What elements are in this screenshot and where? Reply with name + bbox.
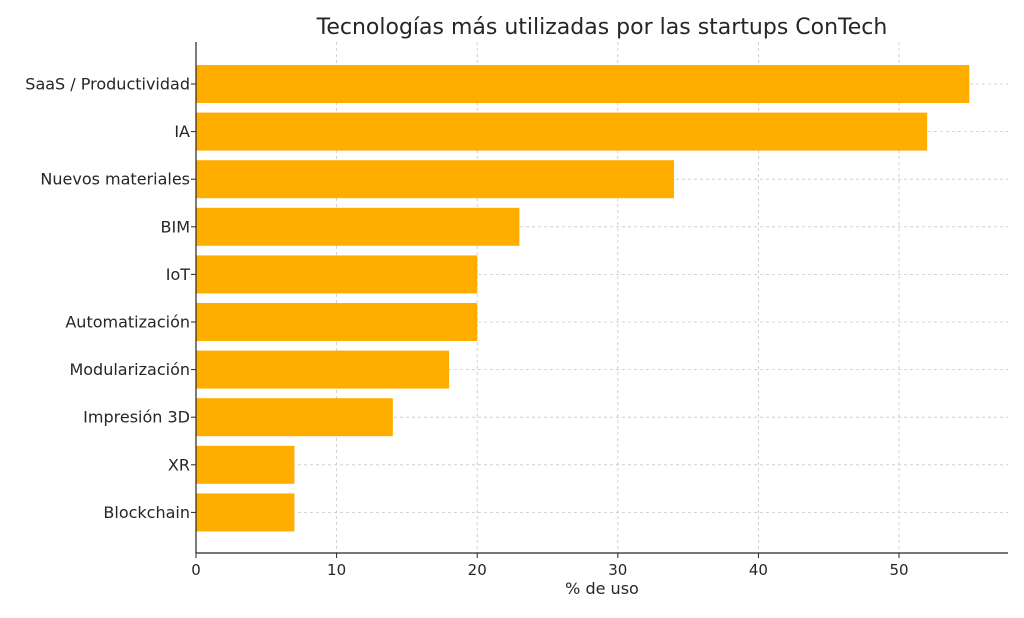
chart-title: Tecnologías más utilizadas por las start…	[316, 15, 888, 40]
y-tick-labels: SaaS / Productividad IA Nuevos materiales B…	[25, 75, 196, 522]
y-tick-label: Blockchain	[103, 503, 190, 522]
bar	[196, 160, 675, 199]
y-tick-label: XR	[168, 455, 190, 474]
bar	[196, 303, 478, 341]
bar	[196, 255, 478, 294]
y-tick-label: Nuevos materiales	[40, 170, 190, 189]
y-tick-label: Automatización	[65, 313, 190, 332]
y-tick-label: BIM	[161, 217, 191, 236]
bar	[196, 65, 970, 103]
bar	[196, 398, 393, 437]
bar	[196, 112, 928, 151]
x-tick-label: 40	[749, 561, 768, 579]
y-tick-label: IA	[174, 122, 190, 141]
x-tick-label: 20	[468, 561, 487, 579]
x-axis-label: % de uso	[565, 579, 639, 598]
bar	[196, 350, 450, 389]
bar	[196, 445, 295, 484]
axes	[195, 42, 1008, 554]
x-tick-label: 0	[191, 561, 201, 579]
y-tick-label: SaaS / Productividad	[25, 75, 190, 94]
bar	[196, 493, 295, 532]
y-tick-label: Impresión 3D	[83, 408, 190, 427]
y-tick-label: Modularización	[69, 360, 190, 379]
bars	[196, 65, 970, 532]
y-tick-label: IoT	[166, 265, 191, 284]
x-tick-label: 30	[608, 561, 627, 579]
x-tick-label: 50	[889, 561, 908, 579]
bar	[196, 207, 520, 246]
x-tick-label: 10	[327, 561, 346, 579]
x-tick-labels: 0 10 20 30 40 50	[191, 553, 909, 579]
